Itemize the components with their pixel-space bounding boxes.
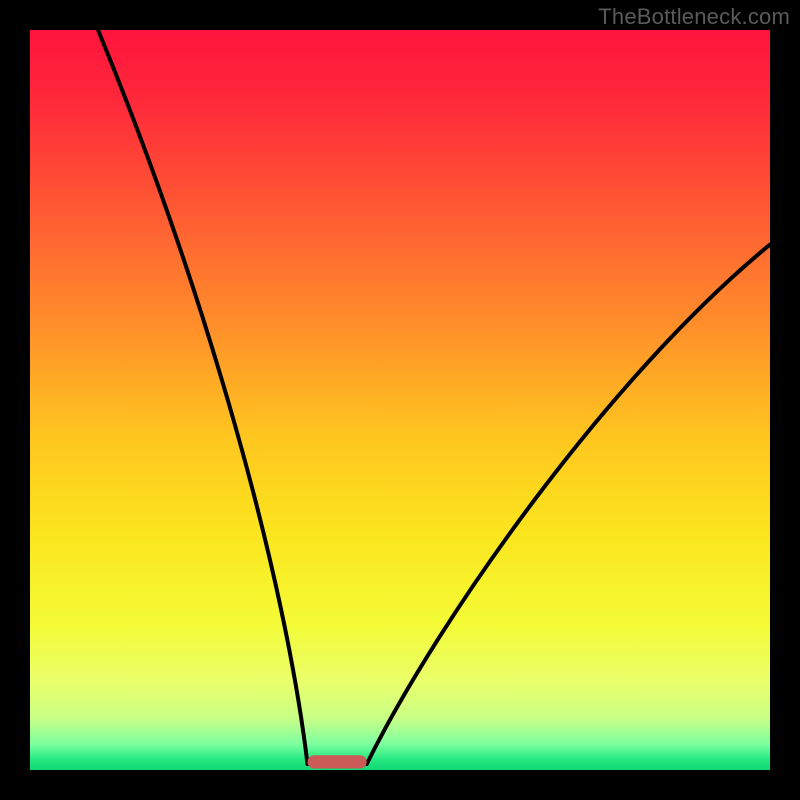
- watermark-text: TheBottleneck.com: [598, 4, 790, 30]
- chart-container: TheBottleneck.com: [0, 0, 800, 800]
- bottleneck-chart: [0, 0, 800, 800]
- optimal-marker: [308, 755, 367, 768]
